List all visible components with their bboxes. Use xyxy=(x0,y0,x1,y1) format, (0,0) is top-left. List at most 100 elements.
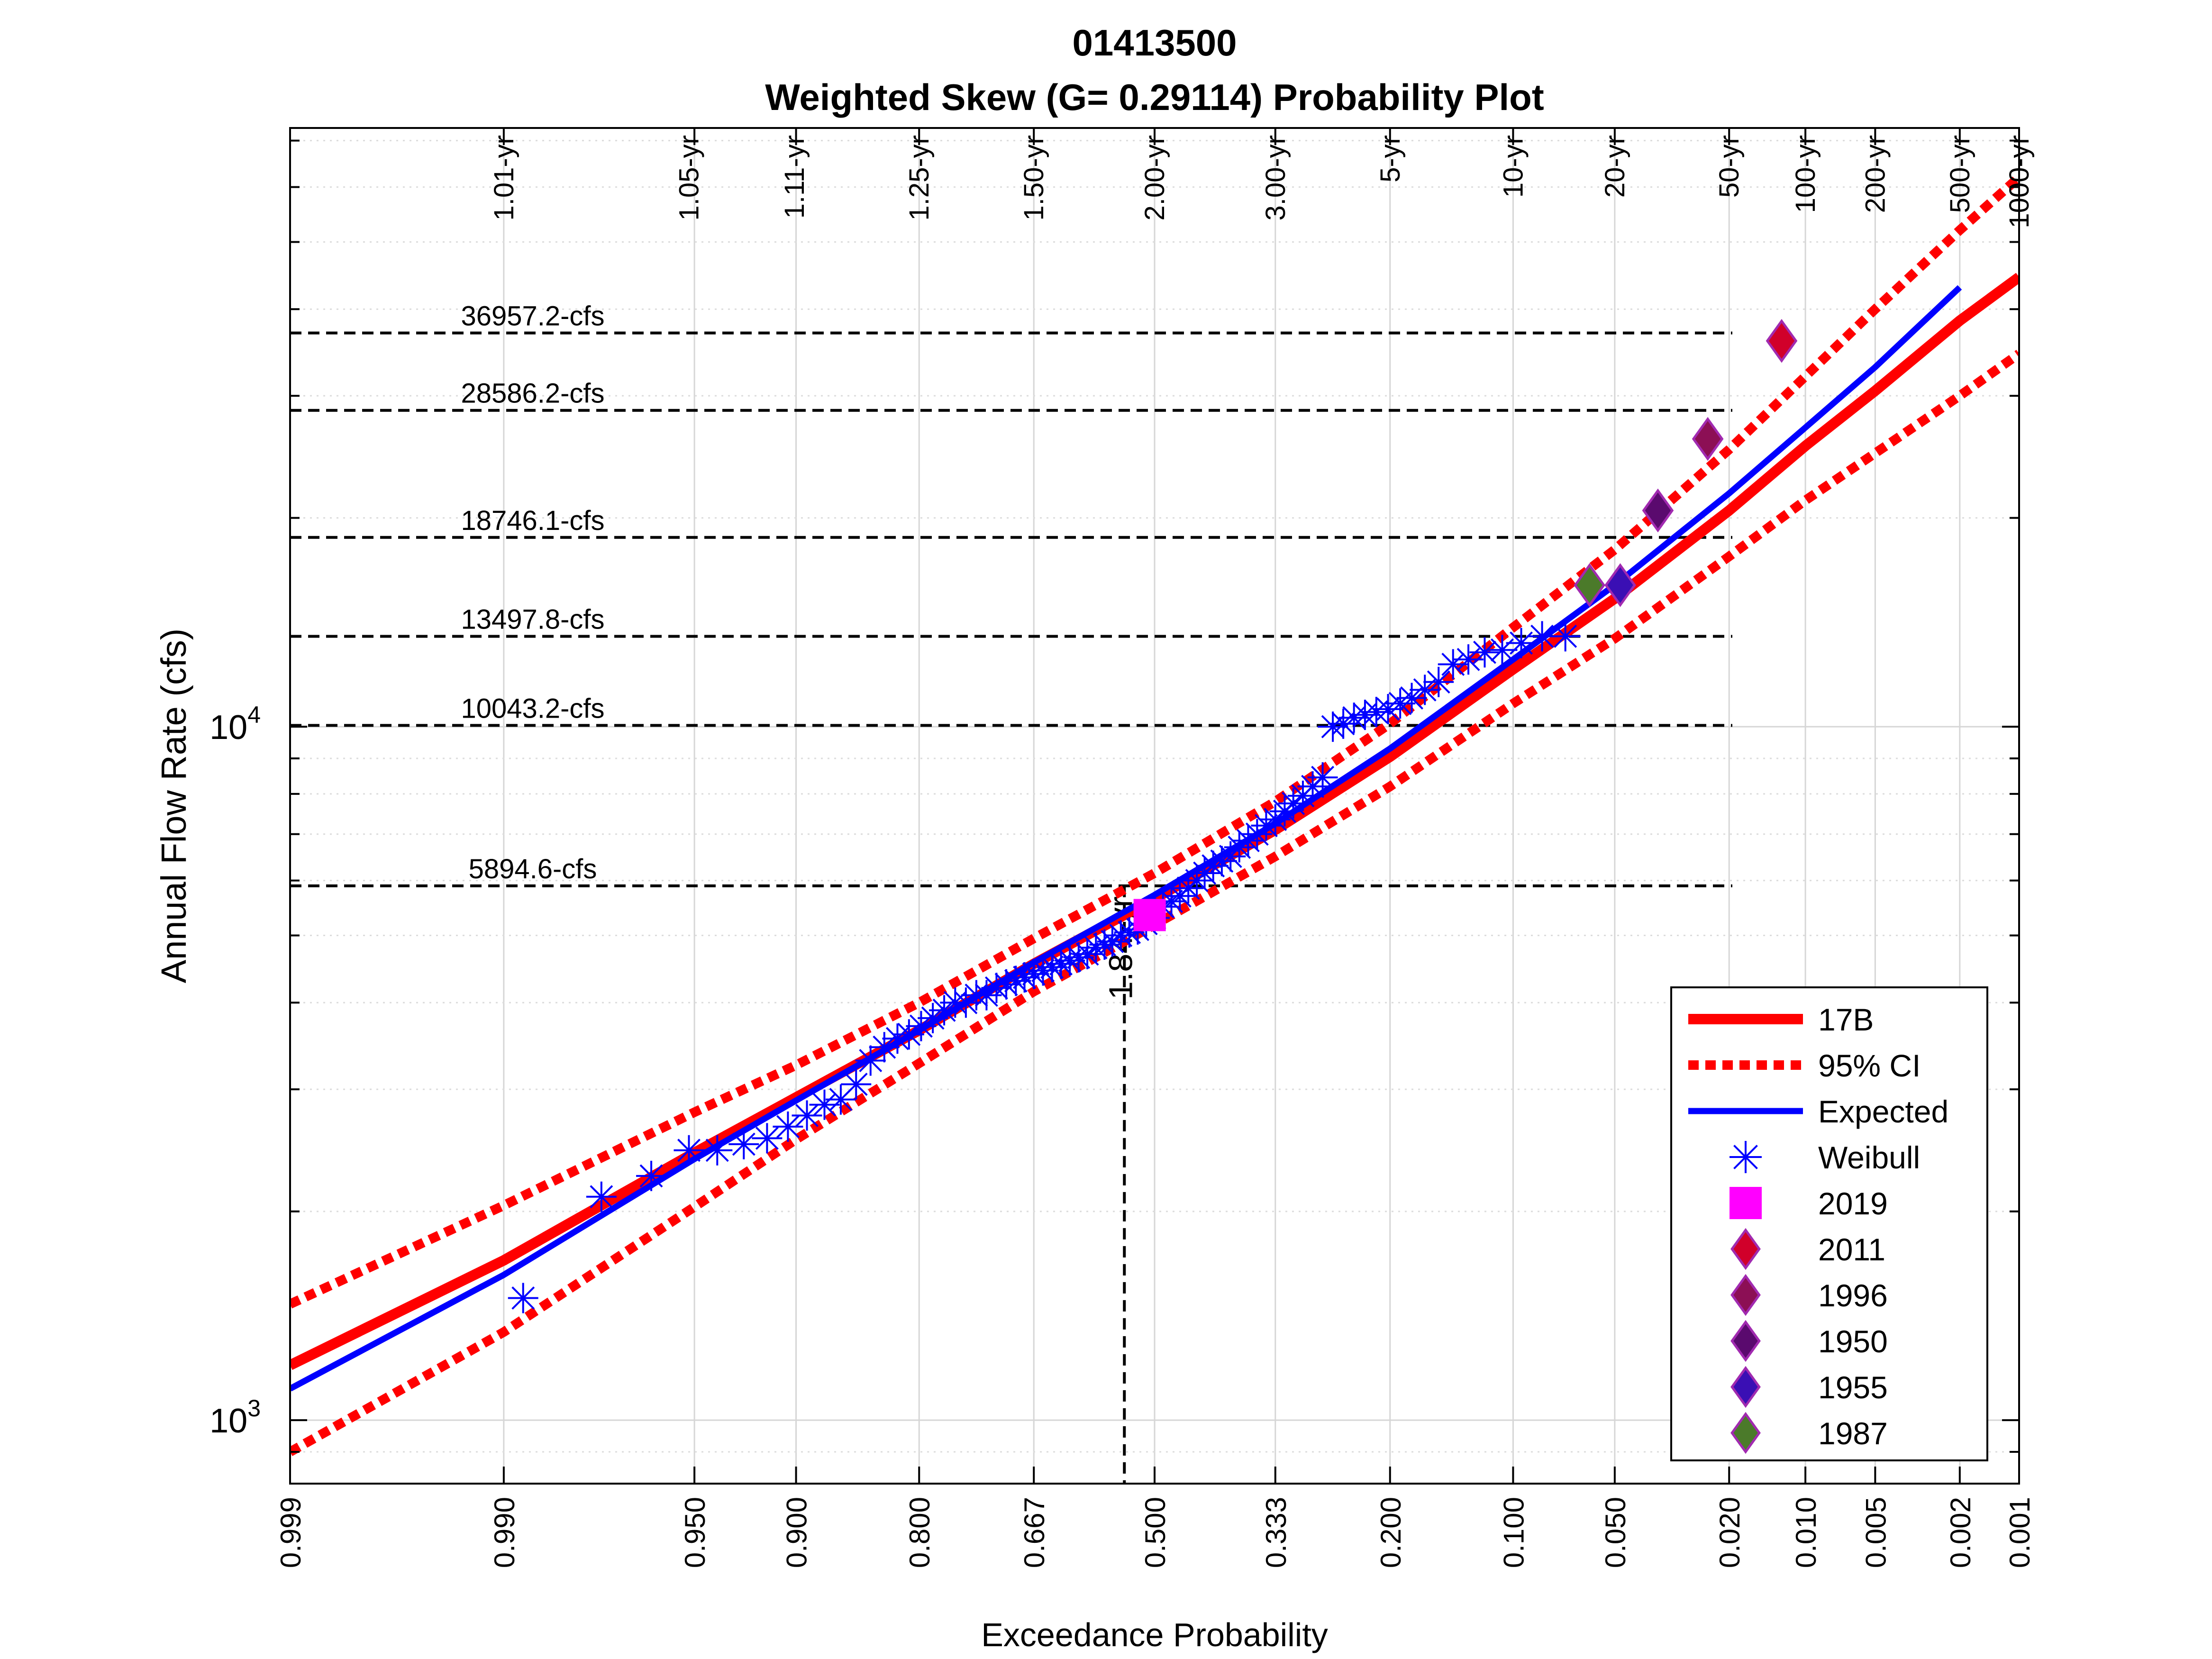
legend-swatch xyxy=(1730,1187,1762,1219)
weibull-point xyxy=(893,1019,924,1050)
reference-flow-label: 36957.2-cfs xyxy=(461,301,604,332)
weibull-point xyxy=(1072,939,1103,969)
star-stroke xyxy=(1473,640,1496,664)
weibull-point xyxy=(1097,926,1128,957)
legend-label: 2019 xyxy=(1818,1186,1888,1221)
weibull-point xyxy=(728,1129,759,1159)
return-period-label: 1.25-yr xyxy=(904,135,935,221)
weibull-point xyxy=(1506,628,1537,658)
weibull-point xyxy=(1487,635,1518,665)
return-period-labels: 1.01-yr 1.05-yr 1.11-yr 1.25-yr 1.50-yr 2.00-… xyxy=(489,135,2035,228)
legend-label: 95% CI xyxy=(1818,1048,1921,1083)
y-axis: 103 104 xyxy=(209,139,2019,1453)
legend-swatch xyxy=(1730,1228,1761,1270)
return-period-label: 1.01-yr xyxy=(489,135,519,221)
weibull-point xyxy=(508,1283,538,1313)
star-stroke xyxy=(1427,670,1450,694)
legend-label: 1955 xyxy=(1818,1370,1888,1405)
star-stroke xyxy=(1733,1145,1758,1169)
x-tick-label: 0.050 xyxy=(1600,1497,1631,1568)
weibull-point xyxy=(1251,810,1282,841)
weibull-point xyxy=(1206,846,1237,876)
weibull-point xyxy=(1373,694,1403,725)
reference-lines: 36957.2-cfs 28586.2-cfs 18746.1-cfs 13497.8… xyxy=(290,301,1732,1484)
x-tick-label: 0.999 xyxy=(275,1497,307,1568)
star-stroke xyxy=(1084,936,1108,959)
weibull-point xyxy=(586,1181,617,1212)
y-tick-exponent: 4 xyxy=(247,702,261,728)
legend: 17B 95% CI Expected Weibull 2019 2011 1996 1950… xyxy=(1670,986,1988,1461)
y-tick-exponent: 3 xyxy=(247,1395,261,1422)
event-1950 xyxy=(1642,488,1674,533)
series-ci-line xyxy=(290,173,2019,1309)
legend-label: 2011 xyxy=(1818,1232,1885,1267)
return-period-label: 20-yr xyxy=(1600,135,1630,198)
weibull-point xyxy=(1550,621,1581,652)
event-2019 xyxy=(1133,899,1166,931)
x-tick-label: 0.950 xyxy=(679,1497,711,1568)
weibull-point xyxy=(809,1089,840,1120)
weibull-point xyxy=(1233,825,1264,856)
star-stroke xyxy=(1311,766,1335,789)
star-stroke xyxy=(1441,653,1465,676)
event-1987 xyxy=(1574,563,1606,607)
weibull-point xyxy=(674,1135,704,1166)
x-tick-label: 0.020 xyxy=(1714,1497,1746,1568)
x-tick-label: 0.800 xyxy=(904,1497,936,1568)
legend-swatch xyxy=(1730,1412,1761,1454)
weibull-point xyxy=(702,1135,733,1166)
weibull-point xyxy=(1469,637,1500,668)
star-stroke xyxy=(1331,712,1355,736)
star-stroke xyxy=(755,1126,779,1150)
weibull-point xyxy=(1438,649,1468,680)
weibull-point xyxy=(1361,697,1392,728)
weibull-point xyxy=(1278,788,1309,819)
star-stroke xyxy=(1554,624,1577,648)
star-stroke xyxy=(844,1073,868,1096)
x-axis: 0.999 0.990 0.950 0.900 0.800 0.667 0.500 0.333… xyxy=(275,128,2036,1568)
weibull-point xyxy=(1328,708,1359,739)
star-stroke xyxy=(897,1022,921,1046)
weibull-point xyxy=(1453,644,1484,675)
x-tick-label: 0.667 xyxy=(1019,1497,1050,1568)
series-ci-line xyxy=(290,350,2019,1456)
event-markers xyxy=(1133,319,1798,931)
reference-flow-label: 5894.6-cfs xyxy=(469,854,597,884)
return-period-label: 1.05-yr xyxy=(674,135,704,221)
weibull-point xyxy=(1224,832,1255,863)
legend-swatch xyxy=(1730,1366,1761,1408)
star-stroke xyxy=(677,1139,701,1162)
weibull-point xyxy=(636,1160,667,1191)
return-period-label: 3.00-yr xyxy=(1260,135,1291,221)
x-tick-label: 0.002 xyxy=(1945,1497,1976,1568)
event-1996 xyxy=(1692,417,1724,461)
event-2011 xyxy=(1766,319,1798,363)
plot-frame xyxy=(289,127,2020,1485)
star-stroke xyxy=(1388,692,1412,715)
star-stroke xyxy=(1376,697,1400,721)
x-axis-label: Exceedance Probability xyxy=(981,1616,1328,1653)
y-tick-label: 103 xyxy=(209,1395,261,1440)
weibull-point xyxy=(1385,688,1416,719)
star-stroke xyxy=(776,1115,800,1139)
star-stroke xyxy=(873,1035,896,1059)
x-tick-label: 0.200 xyxy=(1375,1497,1407,1568)
x-tick-label: 0.900 xyxy=(781,1497,813,1568)
return-period-label: 1.11-yr xyxy=(779,135,810,219)
weibull-point xyxy=(906,1011,937,1041)
return-period-label: 50-yr xyxy=(1714,135,1745,198)
reference-flow-label: 18746.1-cfs xyxy=(461,505,604,536)
weibull-point xyxy=(1307,762,1338,793)
weibull-point xyxy=(1410,675,1440,705)
legend-label: 1950 xyxy=(1818,1324,1888,1359)
chart-subtitle: Weighted Skew (G= 0.29114) Probability P… xyxy=(765,76,1544,118)
weibull-point xyxy=(792,1100,822,1131)
star-stroke xyxy=(1109,924,1133,947)
star-stroke xyxy=(511,1286,535,1310)
weibull-point xyxy=(773,1111,803,1142)
series-line-17b xyxy=(290,273,2019,1370)
return-period-label: 10-yr xyxy=(1498,135,1529,198)
star-stroke xyxy=(1067,946,1091,969)
return-period-label: 500-yr xyxy=(1945,135,1975,213)
